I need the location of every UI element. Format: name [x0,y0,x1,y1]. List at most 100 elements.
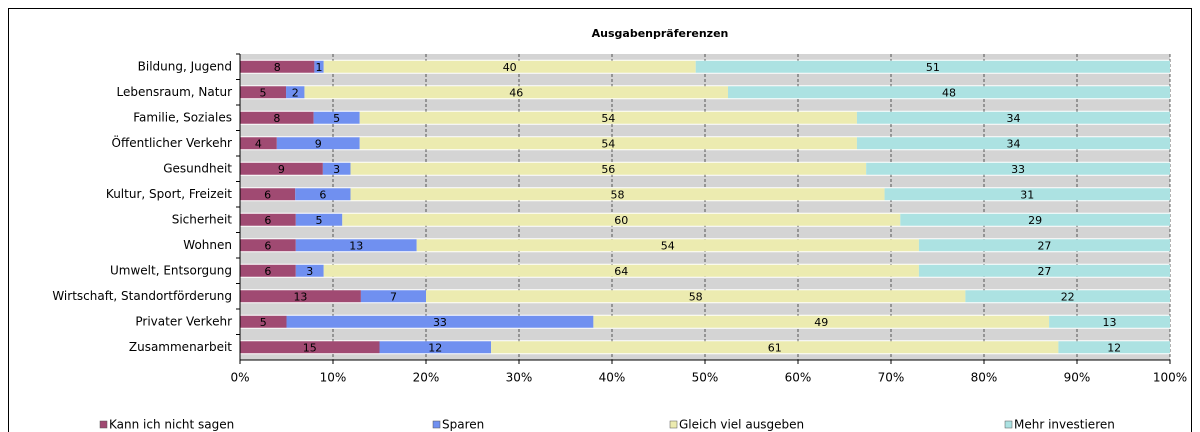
data-label: 9 [278,163,285,176]
bar-segment [695,60,1170,73]
data-label: 8 [274,61,281,74]
data-label: 1 [316,61,323,74]
data-label: 27 [1037,239,1051,252]
y-tick-label: Familie, Soziales [133,110,232,124]
bar-segment [240,188,296,201]
data-label: 56 [601,163,615,176]
bar-segment [286,86,305,99]
bar-segment [359,111,857,124]
bar-segment [240,290,361,303]
bar-segment [240,264,296,277]
data-label: 7 [390,290,397,303]
data-label: 5 [260,316,267,329]
bar-segment [240,60,315,73]
x-tick-label: 0% [230,371,249,385]
data-label: 61 [768,341,782,354]
x-tick-label: 90% [1064,371,1091,385]
data-label: 60 [614,214,628,227]
bar-segment [240,162,323,175]
data-label: 13 [293,290,307,303]
y-tick-label: Wohnen [183,238,232,252]
bar-segment [313,111,360,124]
data-label: 5 [333,112,340,125]
y-tick-label: Gesundheit [163,161,232,175]
legend-label: Gleich viel ausgeben [679,418,804,432]
data-label: 54 [601,137,615,150]
x-tick-label: 80% [971,371,998,385]
legend-label: Mehr investieren [1014,418,1115,432]
bar-segment [350,188,885,201]
bar-segment [918,239,1170,252]
y-tick-label: Umwelt, Entsorgung [110,263,232,277]
bar-segment [314,60,324,73]
y-tick-label: Sicherheit [172,212,233,226]
data-label: 54 [661,239,675,252]
x-tick-label: 60% [785,371,812,385]
data-label: 3 [333,163,340,176]
x-tick-label: 10% [320,371,347,385]
data-label: 8 [273,112,280,125]
data-label: 51 [926,61,940,74]
legend-label: Sparen [442,418,484,432]
data-label: 13 [1103,316,1117,329]
bar-segment [918,264,1170,277]
data-label: 4 [255,137,262,150]
data-label: 34 [1006,112,1020,125]
y-tick-label: Wirtschaft, Standortförderung [52,289,232,303]
bar-segment [359,137,857,150]
legend-swatch [1004,420,1013,429]
bar-segment [240,239,296,252]
bar-segment [491,341,1059,354]
y-tick-label: Lebensraum, Natur [117,85,233,99]
data-label: 64 [614,265,628,278]
data-label: 6 [264,214,271,227]
bar-segment [240,213,296,226]
bar-segment [856,111,1170,124]
bar-segment [295,264,324,277]
x-tick-label: 70% [878,371,905,385]
bar-segment [416,239,919,252]
data-label: 3 [306,265,313,278]
data-label: 6 [264,265,271,278]
y-tick-label: Öffentlicher Verkehr [112,134,233,150]
bar-segment [240,315,287,328]
data-label: 12 [1107,341,1121,354]
bar-segment [286,315,594,328]
data-label: 6 [264,188,271,201]
bar-segment [323,60,696,73]
data-label: 54 [601,112,615,125]
data-label: 6 [264,239,271,252]
data-label: 48 [942,86,956,99]
legend-swatch [669,420,678,429]
data-label: 29 [1028,214,1042,227]
bar-segment [360,290,426,303]
x-tick-label: 20% [413,371,440,385]
legend-label: Kann ich nicht sagen [109,418,234,432]
data-label: 2 [292,86,299,99]
bar-segment [900,213,1170,226]
chart-title: Ausgabenpräferenzen [592,27,729,40]
data-label: 46 [509,86,523,99]
data-label: 58 [611,188,625,201]
bar-segment [866,162,1170,175]
data-label: 22 [1061,290,1075,303]
data-label: 6 [319,188,326,201]
data-label: 40 [503,61,517,74]
bar-segment [884,188,1170,201]
bar-segment [322,162,351,175]
data-label: 58 [689,290,703,303]
data-label: 15 [303,341,317,354]
bar-segment [856,137,1170,150]
bar-segment [965,290,1170,303]
bar-segment [276,137,360,150]
data-label: 34 [1006,137,1020,150]
y-tick-label: Bildung, Jugend [138,59,232,73]
data-label: 33 [1011,163,1025,176]
data-label: 27 [1037,265,1051,278]
data-label: 9 [315,137,322,150]
data-label: 13 [349,239,363,252]
bar-segment [1058,341,1170,354]
data-label: 49 [814,316,828,329]
data-label: 31 [1020,188,1034,201]
